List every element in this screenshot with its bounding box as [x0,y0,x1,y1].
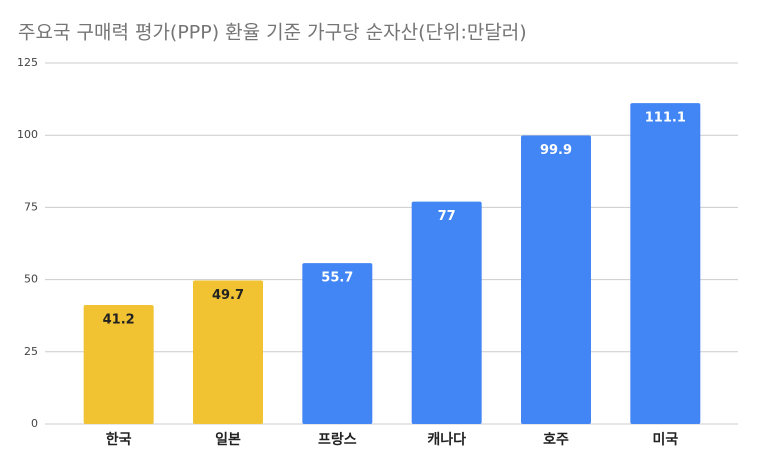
y-tick-label: 50 [24,273,38,286]
bar [83,305,154,424]
chart-title: 주요국 구매력 평가(PPP) 환율 기준 가구당 순자산(단위:만달러) [18,22,527,44]
x-tick-label: 캐나다 [427,432,466,448]
x-tick-label: 호주 [543,432,569,448]
x-tick-label: 한국 [106,432,132,448]
value-label: 55.7 [321,271,353,286]
y-tick-label: 100 [17,128,38,141]
bar [521,135,591,424]
x-tick-label: 미국 [652,432,678,448]
bar [411,201,482,424]
y-tick-label: 75 [24,200,38,213]
value-label: 99.9 [540,143,572,158]
y-tick-label: 0 [31,417,38,430]
bar [302,263,373,424]
bar [193,280,263,424]
x-tick-label: 일본 [215,432,241,448]
y-tick-label: 25 [24,345,38,358]
value-label: 49.7 [212,288,244,303]
bar [630,103,701,425]
x-tick-label: 프랑스 [318,432,357,448]
value-label: 41.2 [103,313,135,328]
y-tick-label: 125 [17,56,38,69]
value-label: 111.1 [645,111,686,126]
value-label: 77 [438,209,456,224]
